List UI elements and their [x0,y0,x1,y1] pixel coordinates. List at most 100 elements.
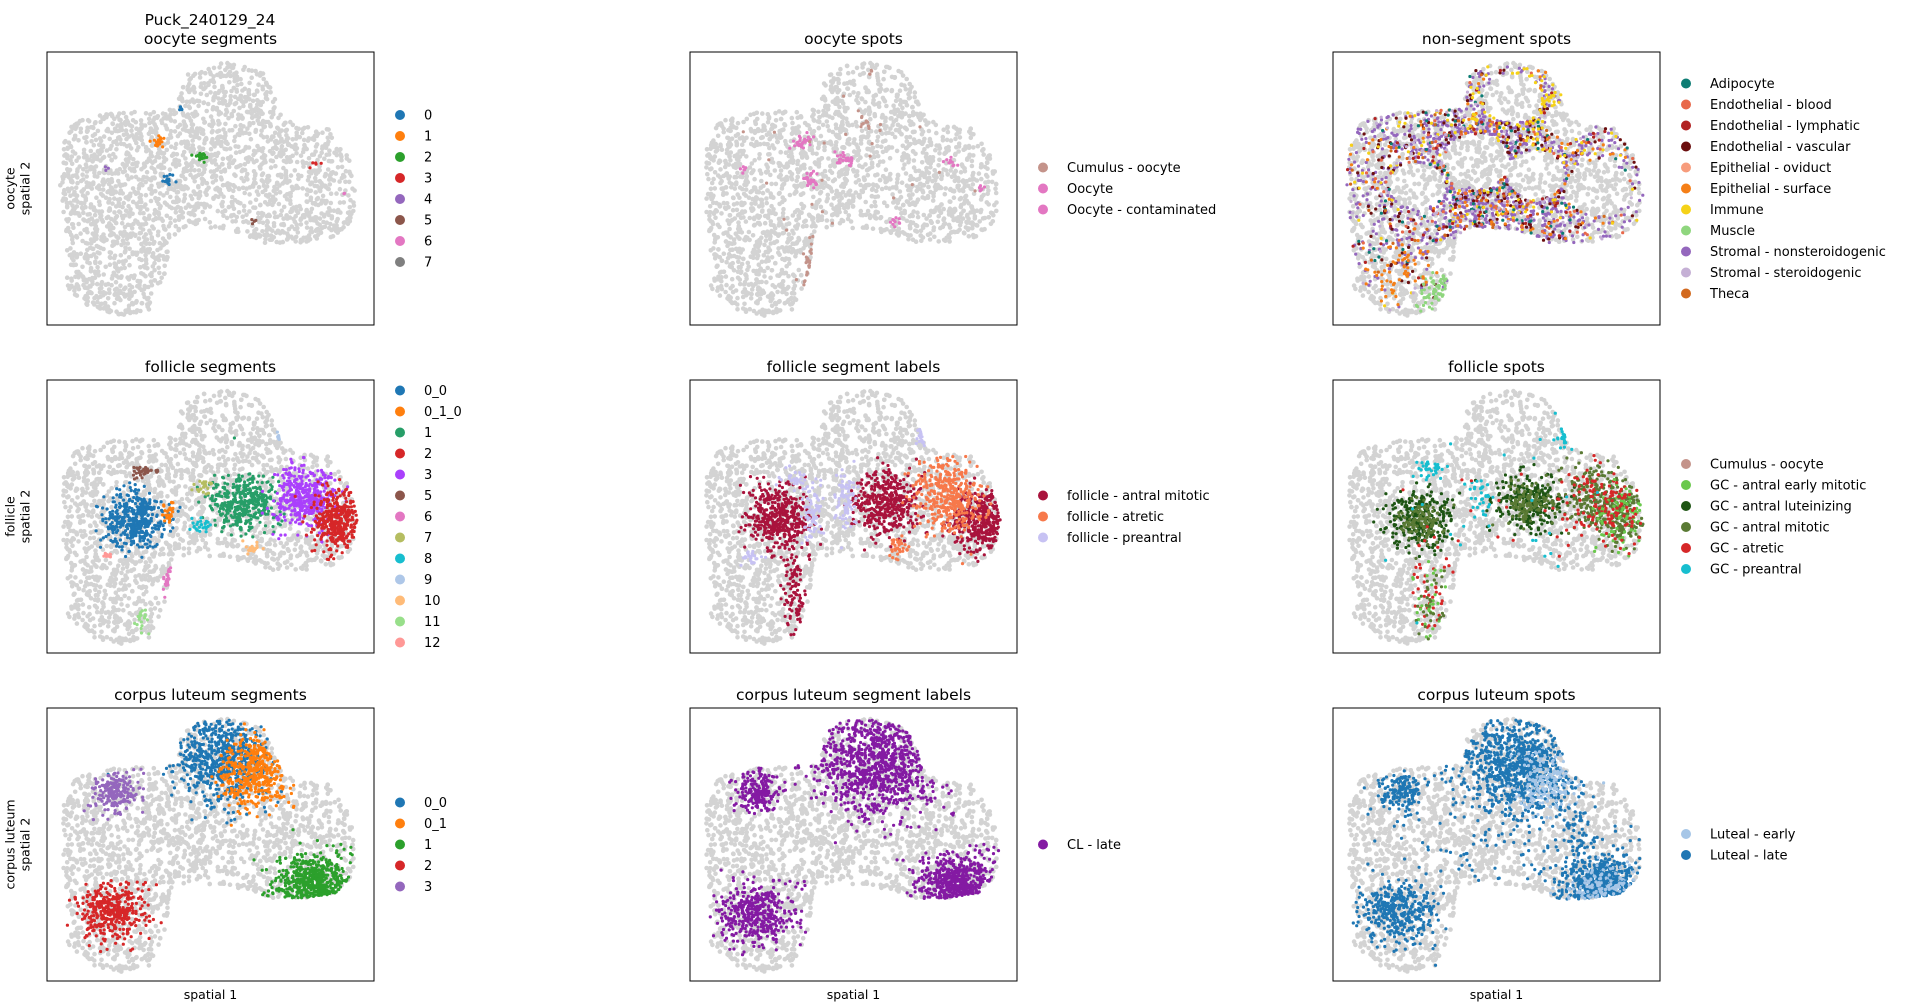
point [817,217,823,223]
point [715,288,720,293]
point [803,218,808,224]
point [347,205,353,210]
point [111,139,116,145]
point [903,126,908,131]
point [986,215,992,220]
point [851,149,857,154]
point [319,180,324,186]
point [820,113,826,118]
point [835,76,841,82]
point [84,226,89,232]
point [729,136,735,141]
point [247,209,252,214]
point [119,311,124,317]
point [777,128,782,134]
point [776,216,782,222]
point [228,73,233,79]
point [94,229,99,235]
point [723,239,729,244]
point [337,179,342,184]
point [847,159,851,163]
point [227,186,232,192]
point [706,152,711,158]
point [925,232,931,238]
point [246,87,252,93]
point [888,220,893,224]
point [126,303,132,309]
point [118,183,123,189]
point [782,271,787,276]
point [898,98,903,103]
point [208,146,214,152]
point [820,210,825,214]
point [155,247,160,253]
point [87,260,92,266]
point [777,298,782,304]
point [241,178,247,184]
point [266,119,271,125]
point [740,151,745,157]
point [106,166,110,170]
point [208,114,214,119]
point [861,122,865,126]
point [916,101,921,107]
point [749,201,754,207]
point [166,235,172,240]
point [192,90,197,95]
point [797,114,803,120]
point [108,111,114,117]
point [743,219,749,224]
point [834,125,839,131]
point [221,127,226,132]
point [710,221,716,227]
point [240,214,245,219]
point [107,262,113,268]
point [236,210,242,215]
point [208,155,213,160]
point [188,211,193,217]
point [164,147,170,153]
point [860,65,865,70]
point [256,121,262,126]
point [940,224,946,230]
point [946,222,952,228]
point [144,148,149,154]
point [98,215,103,220]
point [830,115,835,121]
point [778,168,784,173]
point [306,155,312,161]
point [185,84,191,89]
point [254,189,260,194]
point [295,210,301,216]
point [122,294,128,299]
point [256,215,261,221]
point [798,192,804,197]
point [189,164,194,169]
point [207,69,213,75]
point [246,67,252,73]
point [979,141,984,147]
point [298,222,304,227]
point [125,275,130,280]
point [862,177,867,183]
point [216,128,222,134]
point [199,81,204,86]
point [136,177,142,182]
point [337,200,343,205]
point [252,219,256,223]
point [100,145,106,150]
point [196,168,202,173]
point [782,122,787,127]
point [734,207,740,213]
point [837,135,842,141]
point [860,225,866,230]
point [308,210,314,215]
point [160,236,166,241]
point [304,192,310,197]
point [256,184,262,190]
point [320,146,325,151]
point [840,101,846,106]
point [68,158,73,163]
legend-marker [395,257,405,267]
point [863,162,868,167]
